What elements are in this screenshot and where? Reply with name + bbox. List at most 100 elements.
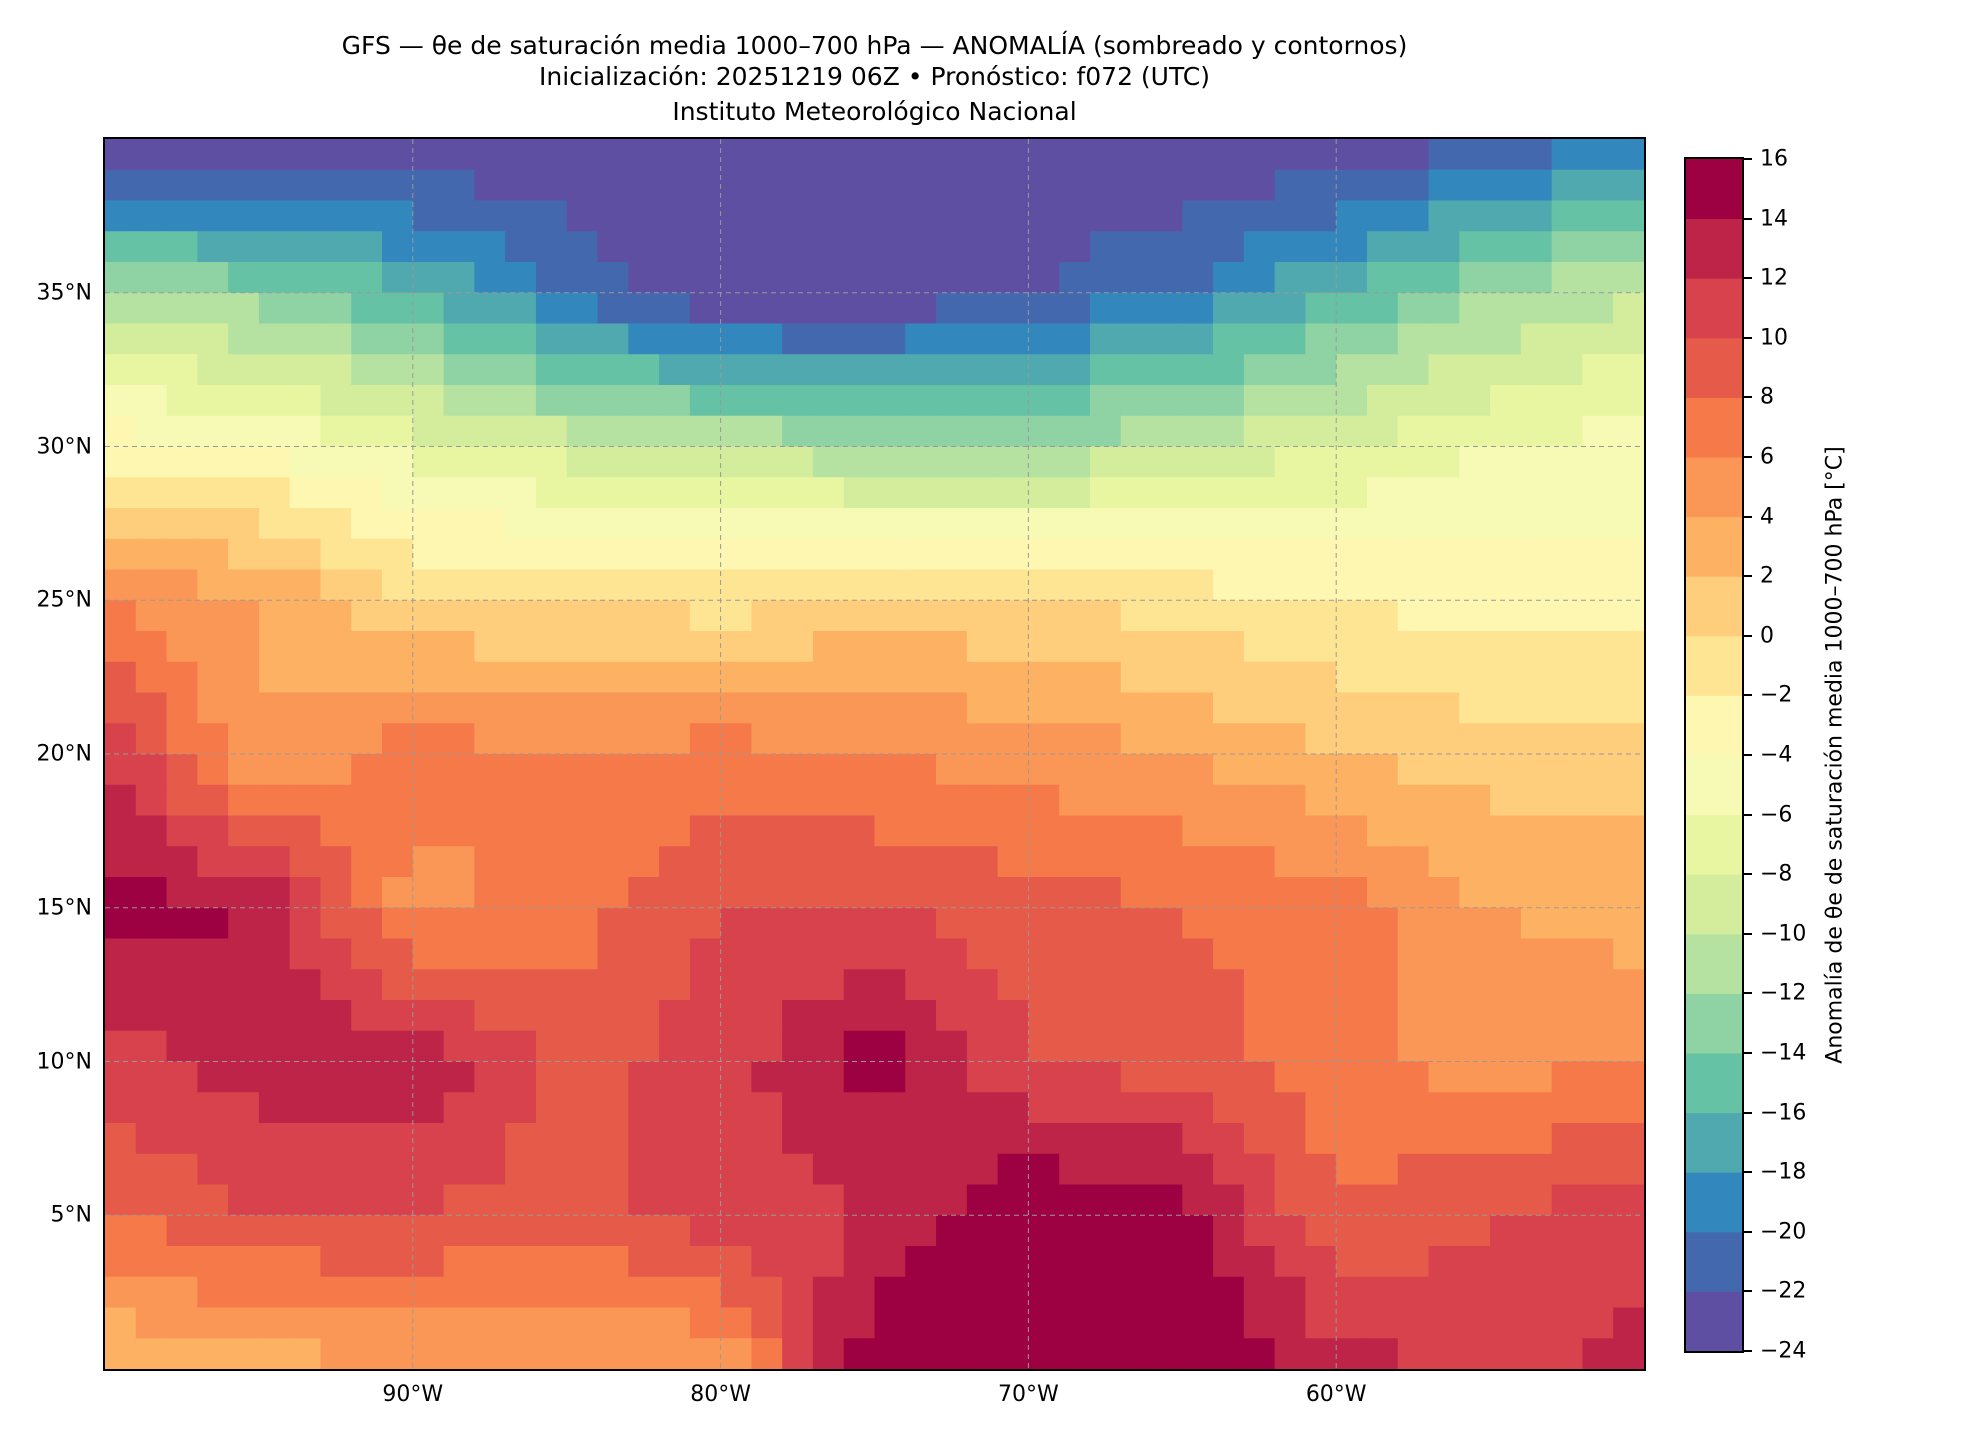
chart-subtitle: Inicialización: 20251219 06Z • Pronóstic… <box>539 62 1210 91</box>
field-cell <box>905 631 937 663</box>
field-cell <box>751 446 783 478</box>
field-cell <box>1459 415 1491 448</box>
field-cell <box>751 323 783 355</box>
field-cell <box>566 661 599 694</box>
field-cell <box>566 323 599 355</box>
field-cell <box>166 1307 198 1339</box>
field-cell <box>966 846 999 878</box>
field-cell <box>474 477 506 509</box>
field-cell <box>1336 323 1368 355</box>
field-cell <box>382 723 414 755</box>
field-cell <box>1243 1061 1276 1093</box>
field-cell <box>1213 877 1245 909</box>
field-cell <box>505 323 537 355</box>
field-cell <box>105 969 137 1001</box>
field-cell <box>1182 1092 1214 1124</box>
field-cell <box>1428 292 1460 325</box>
field-cell <box>1551 292 1584 325</box>
field-cell <box>351 784 383 817</box>
colorbar-swatch <box>1686 337 1742 398</box>
field-cell <box>1305 1030 1337 1063</box>
field-cell <box>843 200 876 232</box>
field-cell <box>659 754 691 786</box>
field-cell <box>659 692 691 724</box>
field-cell <box>812 784 845 817</box>
field-cell <box>1243 907 1276 940</box>
field-cell <box>382 354 414 386</box>
field-cell <box>751 569 783 601</box>
field-cell <box>659 723 691 755</box>
field-cell <box>566 292 599 325</box>
field-cell <box>1582 262 1614 294</box>
field-cell <box>1366 1030 1399 1063</box>
field-cell <box>1336 631 1368 663</box>
field-cell <box>1120 1338 1153 1369</box>
field-cell <box>905 569 937 601</box>
field-cell <box>782 1123 814 1155</box>
field-cell <box>782 538 814 571</box>
field-cell <box>1366 569 1399 601</box>
field-cell <box>628 1215 660 1247</box>
field-cell <box>1274 907 1307 940</box>
field-cell <box>535 231 568 263</box>
field-cell <box>720 692 752 724</box>
field-cell <box>258 692 291 724</box>
field-cell <box>135 538 168 571</box>
field-cell <box>1366 446 1399 478</box>
field-cell <box>1490 139 1522 171</box>
field-cell <box>782 292 814 325</box>
field-cell <box>351 262 383 294</box>
field-cell <box>751 1153 783 1186</box>
field-cell <box>751 231 783 263</box>
field-cell <box>751 1307 783 1339</box>
field-cell <box>258 1276 291 1309</box>
field-cell <box>1397 569 1430 601</box>
field-cell <box>228 508 260 540</box>
field-cell <box>597 754 629 786</box>
field-cell <box>566 1000 599 1032</box>
field-cell <box>1243 446 1276 478</box>
field-cell <box>597 508 629 540</box>
field-cell <box>1089 169 1122 202</box>
field-cell <box>1213 385 1245 417</box>
field-cell <box>228 1153 260 1186</box>
field-cell <box>720 1246 752 1278</box>
field-cell <box>1059 569 1091 601</box>
field-cell <box>1151 938 1183 970</box>
field-cell <box>105 784 137 817</box>
field-cell <box>320 569 352 601</box>
field-cell <box>689 1092 722 1124</box>
field-cell <box>228 1276 260 1309</box>
x-tick-label: 80°W <box>690 1382 751 1407</box>
colorbar-tick-mark <box>1744 575 1752 578</box>
field-cell <box>936 1338 968 1369</box>
field-cell <box>351 1030 383 1063</box>
field-cell <box>966 784 999 817</box>
field-cell <box>412 1030 445 1063</box>
field-cell <box>535 1092 568 1124</box>
field-cell <box>1213 1276 1245 1309</box>
field-cell <box>1059 1215 1091 1247</box>
field-cell <box>812 661 845 694</box>
field-cell <box>135 1061 168 1093</box>
field-cell <box>1520 508 1553 540</box>
field-cell <box>843 1061 876 1093</box>
field-cell <box>197 1000 229 1032</box>
field-cell <box>1366 723 1399 755</box>
field-cell <box>1274 754 1307 786</box>
field-cell <box>1366 1307 1399 1339</box>
field-cell <box>1397 692 1430 724</box>
field-cell <box>966 1153 999 1186</box>
field-cell <box>782 1184 814 1216</box>
field-cell <box>166 1061 198 1093</box>
field-cell <box>905 1184 937 1216</box>
field-cell <box>1336 231 1368 263</box>
field-cell <box>1243 784 1276 817</box>
field-cell <box>1520 1000 1553 1032</box>
field-cell <box>1120 1061 1153 1093</box>
field-cell <box>812 415 845 448</box>
field-cell <box>1274 1215 1307 1247</box>
field-cell <box>597 477 629 509</box>
field-cell <box>1551 508 1584 540</box>
field-cell <box>1459 1184 1491 1216</box>
